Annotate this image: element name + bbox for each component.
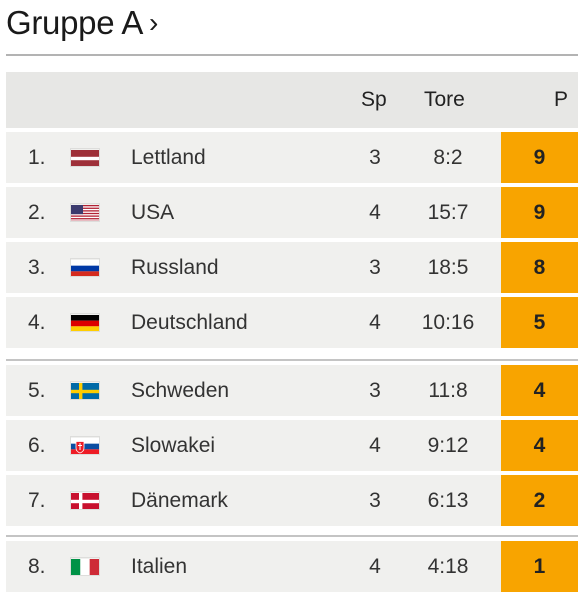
table-row: 3. Russland 3 18:5 8 (6, 242, 578, 293)
table-row: 7. Dänemark 3 6:13 2 (6, 475, 578, 526)
points: 5 (501, 297, 578, 348)
games-played: 4 (369, 434, 381, 457)
rank: 3. (28, 256, 46, 279)
points: 8 (501, 242, 578, 293)
rank: 8. (28, 555, 46, 578)
games-played: 3 (369, 379, 381, 402)
team-name: USA (131, 201, 175, 224)
games-played: 4 (369, 311, 381, 334)
goals: 11:8 (428, 379, 468, 402)
games-played: 4 (369, 555, 381, 578)
title-divider (6, 54, 578, 56)
table-header: Sp Tore P (6, 72, 578, 128)
group-divider (6, 526, 578, 537)
rank: 1. (28, 146, 46, 169)
goals: 8:2 (433, 146, 463, 169)
table-row: 2. USA 4 15:7 9 (6, 187, 578, 238)
rank: 4. (28, 311, 46, 334)
team-name: Deutschland (131, 311, 248, 334)
column-header-points: P (554, 88, 569, 111)
flag-sweden-icon (71, 382, 99, 399)
table-row: 1. Lettland 3 8:2 9 (6, 132, 578, 183)
points: 4 (501, 420, 578, 471)
flag-latvia-icon (71, 149, 99, 166)
table-row: 5. Schweden 3 11:8 4 (6, 365, 578, 416)
rank: 6. (28, 434, 46, 457)
flag-usa-icon (71, 204, 99, 221)
table-row: 4. Deutschland 4 10:16 5 (6, 297, 578, 348)
points: 9 (501, 132, 578, 183)
team-name: Lettland (131, 146, 206, 169)
goals: 10:16 (421, 311, 475, 334)
column-header-sp: Sp (361, 88, 387, 111)
goals: 15:7 (427, 201, 469, 224)
goals: 18:5 (427, 256, 469, 279)
flag-italy-icon (71, 558, 99, 575)
points: 4 (501, 365, 578, 416)
flag-germany-icon (71, 314, 99, 331)
standings-table: Sp Tore P 1. Lettland 3 8:2 9 2. (6, 72, 578, 592)
goals: 9:12 (427, 434, 469, 457)
team-name: Dänemark (131, 489, 228, 512)
team-name: Schweden (131, 379, 230, 402)
rank: 7. (28, 489, 46, 512)
team-name: Italien (131, 555, 188, 578)
group-title: Gruppe A (6, 4, 144, 41)
games-played: 4 (369, 201, 381, 224)
table-row: 6. Slowakei 4 9:12 4 (6, 420, 578, 471)
flag-russia-icon (71, 259, 99, 276)
team-name: Russland (131, 256, 219, 279)
rank: 5. (28, 379, 46, 402)
table-row: 8. Italien 4 4:18 1 (6, 541, 578, 592)
points: 9 (501, 187, 578, 238)
flag-slovakia-icon (71, 437, 99, 454)
goals: 4:18 (427, 555, 469, 578)
chevron-right-icon: › (149, 7, 159, 38)
games-played: 3 (369, 146, 381, 169)
team-name: Slowakei (131, 434, 216, 457)
column-header-goals: Tore (424, 88, 465, 111)
group-title-link[interactable]: Gruppe A › (6, 4, 158, 42)
flag-denmark-icon (71, 492, 99, 509)
games-played: 3 (369, 256, 381, 279)
goals: 6:13 (427, 489, 469, 512)
games-played: 3 (369, 489, 381, 512)
group-divider (6, 348, 578, 361)
points: 1 (501, 541, 578, 592)
points: 2 (501, 475, 578, 526)
rank: 2. (28, 201, 46, 224)
